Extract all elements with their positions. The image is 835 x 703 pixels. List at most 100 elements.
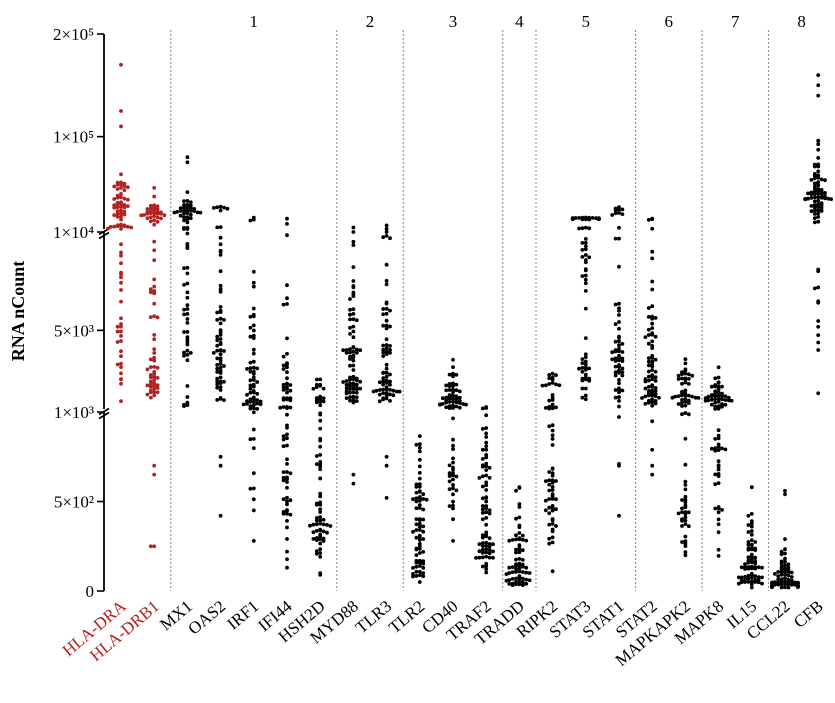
data-point-tlr2 bbox=[414, 553, 419, 557]
data-point-cd40 bbox=[451, 393, 455, 398]
data-point-hla-dra bbox=[119, 339, 123, 343]
data-point-stat1 bbox=[620, 356, 625, 361]
data-point-stat1 bbox=[617, 404, 621, 409]
data-point-hla-dra bbox=[115, 187, 120, 191]
data-point-hla-drb1 bbox=[152, 393, 157, 398]
data-point-tlr2 bbox=[417, 490, 422, 494]
data-point-il15 bbox=[749, 582, 754, 587]
data-point-hla-dra bbox=[112, 205, 117, 210]
data-point-il15 bbox=[756, 565, 761, 570]
data-point-myd88 bbox=[351, 307, 356, 312]
data-point-tlr3 bbox=[388, 348, 392, 352]
data-point-traf2 bbox=[480, 447, 485, 452]
data-point-hla-dra bbox=[122, 181, 127, 186]
data-point-mapk8 bbox=[716, 396, 721, 401]
data-point-hsh2d bbox=[321, 399, 326, 404]
data-point-mx1 bbox=[188, 351, 193, 355]
data-point-stat2 bbox=[650, 332, 655, 337]
data-point-hla-drb1 bbox=[152, 186, 157, 190]
data-point-tradd bbox=[514, 570, 518, 574]
data-point-cfb bbox=[812, 205, 817, 210]
data-point-hla-drb1 bbox=[148, 379, 153, 384]
data-point-traf2 bbox=[480, 474, 485, 479]
data-point-tradd bbox=[517, 544, 522, 549]
data-point-hla-dra bbox=[119, 253, 123, 258]
data-point-tlr3 bbox=[388, 372, 392, 377]
data-point-oas2 bbox=[218, 463, 223, 468]
data-point-traf2 bbox=[484, 516, 489, 520]
data-point-myd88 bbox=[351, 390, 356, 395]
data-point-hla-dra bbox=[115, 182, 120, 187]
data-point-il15 bbox=[739, 565, 744, 570]
data-point-hla-dra bbox=[119, 288, 123, 292]
data-point-irf1 bbox=[248, 383, 253, 388]
data-point-tlr3 bbox=[384, 463, 389, 468]
data-point-hla-drb1 bbox=[152, 214, 157, 218]
data-point-hsh2d bbox=[318, 518, 323, 523]
data-point-hla-drb1 bbox=[148, 390, 153, 395]
data-point-ripk2 bbox=[547, 470, 552, 474]
data-point-ifi44 bbox=[281, 434, 286, 439]
data-point-mapk8 bbox=[703, 398, 708, 403]
data-point-mapk8 bbox=[716, 530, 721, 535]
data-point-stat1 bbox=[617, 236, 621, 241]
data-point-mapk8 bbox=[723, 447, 728, 452]
data-point-hla-dra bbox=[119, 124, 123, 129]
data-point-hla-dra bbox=[115, 340, 120, 344]
y-tick-label: 5×10² bbox=[54, 493, 94, 512]
data-point-mapkapk2 bbox=[683, 500, 688, 505]
data-point-cd40 bbox=[457, 395, 462, 400]
data-point-stat3 bbox=[577, 216, 581, 220]
data-point-stat2 bbox=[653, 334, 658, 339]
data-point-myd88 bbox=[354, 378, 359, 383]
data-point-hla-drb1 bbox=[145, 367, 150, 372]
data-point-cd40 bbox=[464, 402, 468, 407]
data-point-tlr3 bbox=[384, 230, 389, 234]
data-point-ccl22 bbox=[786, 579, 791, 584]
data-point-ifi44 bbox=[285, 387, 289, 391]
data-point-myd88 bbox=[351, 329, 356, 334]
data-point-ifi44 bbox=[288, 498, 293, 503]
data-point-stat3 bbox=[583, 240, 588, 245]
data-point-il15 bbox=[749, 557, 754, 561]
data-point-hla-drb1 bbox=[148, 357, 153, 362]
data-point-tradd bbox=[514, 567, 518, 572]
data-point-hla-dra bbox=[119, 354, 123, 359]
data-point-il15 bbox=[743, 580, 747, 584]
data-point-tradd bbox=[514, 557, 518, 562]
data-point-stat2 bbox=[646, 385, 651, 389]
data-point-cfb bbox=[816, 188, 821, 193]
data-point-hsh2d bbox=[311, 522, 316, 527]
data-point-stat3 bbox=[583, 367, 588, 372]
data-point-cfb bbox=[816, 191, 821, 196]
data-point-tlr3 bbox=[384, 374, 389, 379]
data-point-ifi44 bbox=[285, 365, 289, 370]
data-point-hla-drb1 bbox=[159, 211, 163, 216]
data-point-tradd bbox=[520, 580, 525, 585]
data-point-stat1 bbox=[617, 313, 621, 317]
data-point-tlr2 bbox=[417, 524, 422, 529]
data-point-mx1 bbox=[178, 209, 183, 213]
data-point-ifi44 bbox=[285, 495, 289, 500]
data-point-stat1 bbox=[613, 388, 618, 392]
data-point-cfb bbox=[819, 192, 824, 197]
data-point-tlr3 bbox=[388, 351, 392, 355]
data-point-tlr3 bbox=[381, 376, 386, 381]
group-labels: 1 2 3 4 5 6 7 8 bbox=[250, 12, 806, 31]
data-point-tlr3 bbox=[388, 387, 392, 392]
data-point-traf2 bbox=[484, 461, 489, 466]
x-tick-label: TLR3 bbox=[352, 597, 395, 638]
data-point-tlr3 bbox=[391, 388, 396, 393]
data-point-ccl22 bbox=[786, 573, 791, 578]
data-point-cfb bbox=[816, 198, 821, 203]
data-point-mx1 bbox=[182, 203, 186, 207]
data-point-il15 bbox=[760, 581, 764, 586]
data-point-stat2 bbox=[650, 403, 655, 408]
data-point-oas2 bbox=[218, 513, 223, 518]
data-point-tlr3 bbox=[394, 389, 399, 394]
data-point-tlr2 bbox=[414, 506, 419, 511]
data-point-hsh2d bbox=[318, 444, 323, 449]
data-point-ccl22 bbox=[776, 570, 781, 574]
data-point-traf2 bbox=[480, 555, 485, 560]
data-point-oas2 bbox=[225, 206, 230, 211]
